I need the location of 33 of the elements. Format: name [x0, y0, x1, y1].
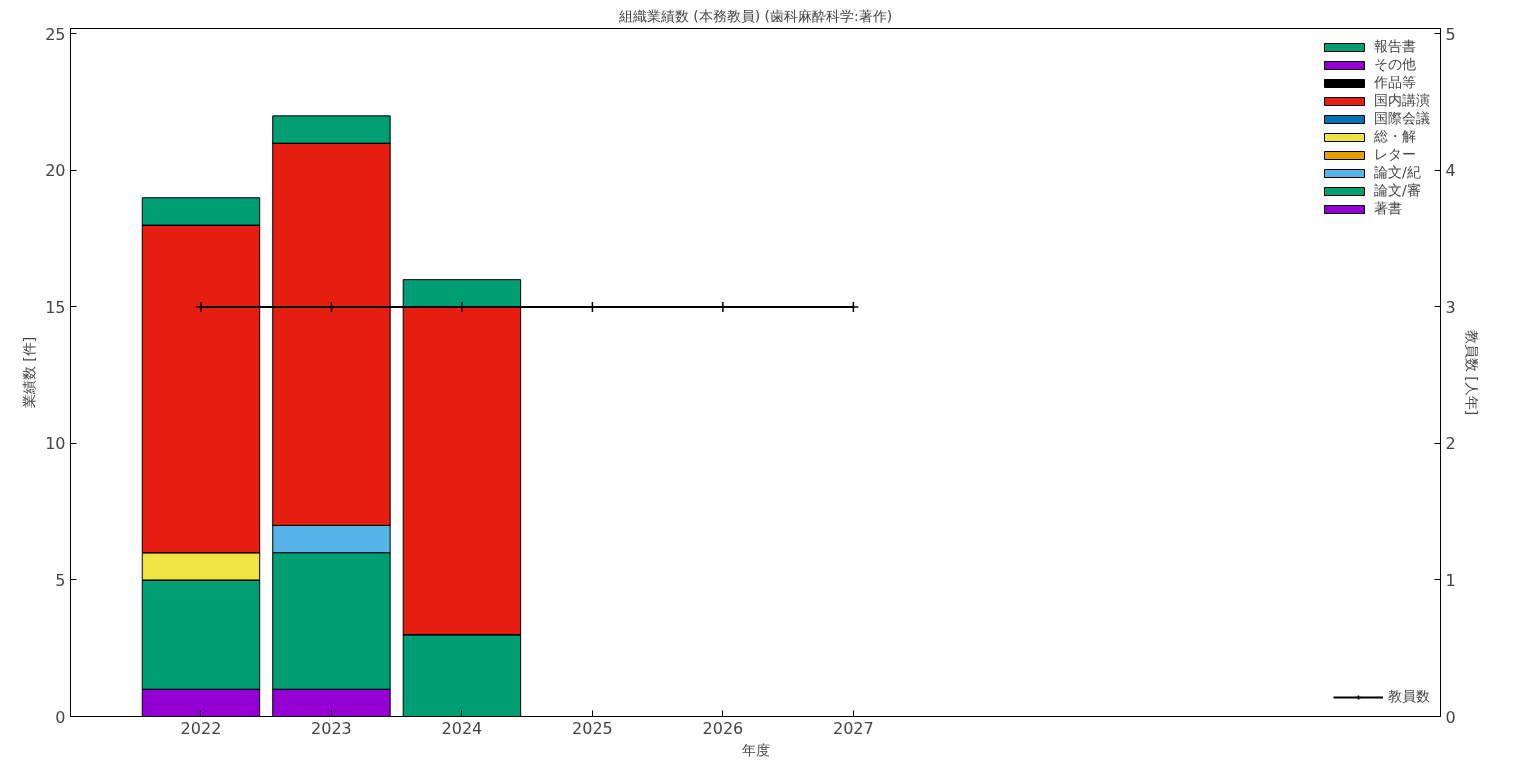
legend-label: 国際会議 — [1374, 110, 1430, 128]
legend-label: 国内講演 — [1374, 92, 1430, 110]
legend-label: レター — [1374, 146, 1416, 164]
y2-tick-label: 5 — [1445, 24, 1456, 44]
x-tick-label: 2027 — [833, 718, 874, 738]
y2-tick-label: 1 — [1445, 570, 1456, 590]
y-tick-label: 15 — [45, 297, 66, 317]
x-axis-title: 年度 — [741, 741, 770, 758]
legend-label: 総・解 — [1374, 128, 1416, 146]
legend-label: その他 — [1374, 56, 1416, 74]
y2-tick-label: 0 — [1445, 707, 1456, 727]
y2-tick-label: 2 — [1445, 434, 1456, 454]
y-tick-label: 25 — [45, 24, 66, 44]
x-tick-label: 2025 — [572, 718, 613, 738]
y-tick-label: 5 — [55, 570, 66, 590]
legend-label: 教員数 — [1388, 688, 1430, 706]
x-tick-label: 2023 — [311, 718, 352, 738]
y2-axis-title: 教員数 [人年] — [1463, 329, 1480, 416]
x-tick-label: 2022 — [180, 718, 222, 738]
x-tick-label: 2024 — [441, 718, 483, 738]
y-tick-label: 10 — [45, 434, 66, 454]
legend-label: 報告書 — [1374, 38, 1416, 56]
y-tick-label: 0 — [55, 707, 66, 727]
x-tick-label: 2026 — [702, 718, 744, 738]
legend-label: 作品等 — [1374, 74, 1416, 92]
y-axis-title: 業績数 [件] — [21, 336, 38, 409]
legend-label: 論文/審 — [1374, 182, 1421, 200]
y2-tick-label: 4 — [1445, 161, 1456, 181]
y2-tick-label: 3 — [1445, 297, 1456, 317]
legend-label: 論文/紀 — [1374, 164, 1421, 182]
legend-label: 著書 — [1374, 200, 1402, 218]
y-tick-label: 20 — [45, 161, 66, 181]
chart-title: 組織業績数 (本務教員) (歯科麻酔科学:著作) — [617, 7, 893, 24]
